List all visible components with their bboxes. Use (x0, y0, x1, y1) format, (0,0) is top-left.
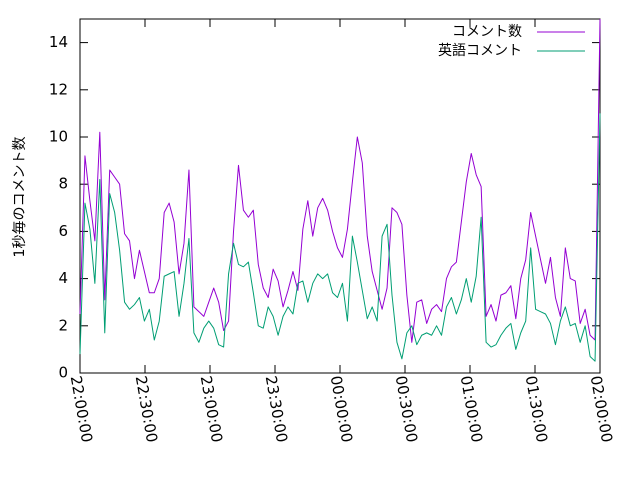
x-tick-label: 01:00:00 (457, 374, 486, 443)
legend-label: 英語コメント (438, 42, 522, 59)
y-tick-label: 6 (58, 222, 68, 240)
y-tick-label: 14 (49, 33, 68, 51)
y-tick-label: 8 (58, 175, 68, 193)
y-axis-title: 1秒毎のコメント数 (12, 137, 28, 258)
x-tick-label: 22:00:00 (67, 374, 96, 443)
plot-border (79, 18, 601, 374)
series-line-1 (79, 18, 601, 343)
x-tick-label: 01:30:00 (522, 374, 551, 443)
x-tick-label: 00:00:00 (327, 374, 356, 443)
y-tick-label: 4 (58, 269, 68, 287)
legend-label: コメント数 (452, 24, 522, 40)
y-tick-label: 10 (49, 128, 68, 146)
x-tick-label: 22:30:00 (132, 374, 161, 443)
y-tick-label: 2 (58, 316, 68, 334)
y-tick-label: 12 (49, 80, 68, 98)
x-tick-label: 23:00:00 (197, 374, 226, 443)
series-line-2 (79, 113, 601, 362)
series-layer (79, 18, 601, 362)
y-axis: 0 2 4 6 8 10 12 14 (49, 33, 600, 382)
x-tick-label: 23:30:00 (262, 374, 291, 443)
x-tick-label: 02:00:00 (587, 374, 616, 443)
y-tick-label: 0 (58, 364, 68, 382)
x-tick-label: 00:30:00 (392, 374, 421, 443)
plot-frame (79, 18, 601, 374)
x-axis: 22:00:00 22:30:00 23:00:00 23:30:00 00:00:00… (67, 19, 616, 444)
